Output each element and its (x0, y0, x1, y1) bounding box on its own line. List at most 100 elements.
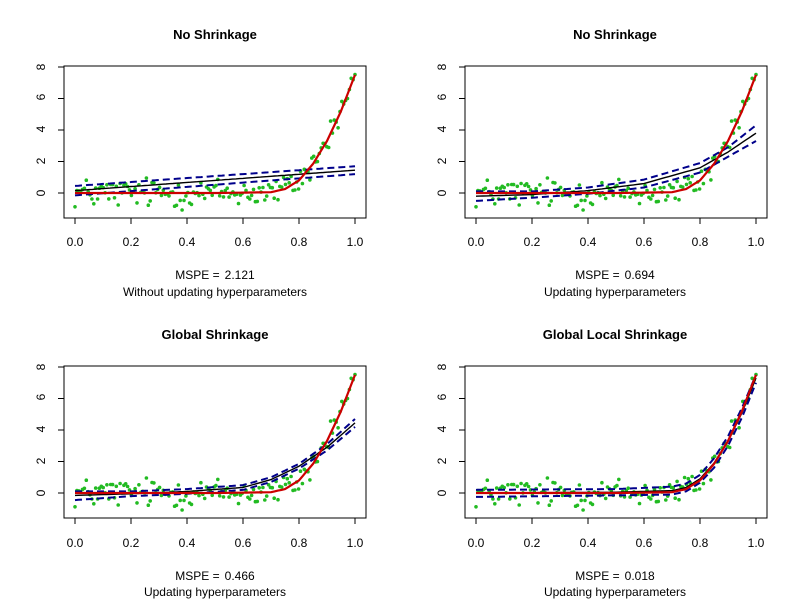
credible-band-upper-line (74, 165, 356, 187)
panel-1-x-tick-label: 1.0 (347, 235, 364, 249)
observation-point (575, 503, 580, 508)
observation-point (485, 178, 490, 182)
observation-point (287, 481, 292, 485)
panel-1-mspe-value: 2.121 (225, 268, 255, 282)
observation-point (293, 488, 297, 492)
observation-point (255, 199, 260, 204)
observation-point (741, 99, 745, 104)
observation-point (549, 199, 553, 203)
panel-2-mspe-label: MSPE = (575, 268, 619, 282)
panel-4-plot-box (464, 365, 768, 519)
observation-point (664, 498, 668, 502)
observation-point (519, 181, 523, 186)
observation-point (517, 203, 521, 207)
observation-point (167, 194, 171, 198)
observation-point (579, 498, 583, 503)
panel-4-x-tick-label: 0.4 (580, 536, 597, 550)
observation-point (264, 194, 269, 198)
observation-point (84, 478, 89, 483)
observation-point (628, 195, 632, 199)
observation-point (225, 186, 229, 190)
observation-point (105, 483, 109, 487)
observation-point (227, 195, 231, 199)
panel-3-x-tick-label: 0.2 (123, 536, 140, 550)
observation-point (658, 186, 662, 190)
observation-point (174, 503, 179, 508)
observation-point (266, 183, 271, 187)
observation-point (491, 497, 495, 501)
observation-point (328, 119, 333, 123)
observation-point (590, 202, 595, 207)
observation-point (677, 497, 681, 502)
observation-point (526, 484, 531, 489)
observation-point (603, 196, 608, 201)
observation-point (336, 126, 340, 130)
panel-2-plot-box (464, 65, 768, 219)
panel-4-data-layer (459, 366, 758, 524)
observation-point (93, 486, 98, 490)
observation-point (257, 186, 262, 190)
posterior-mean-line (74, 169, 356, 192)
observation-point (326, 145, 331, 150)
observation-point (611, 193, 615, 198)
panel-3-y-tick-label: 4 (34, 425, 48, 432)
posterior-mean-line (476, 377, 757, 494)
observation-point (699, 469, 704, 474)
observation-point (656, 499, 661, 504)
observation-point (673, 196, 677, 200)
observation-point (251, 187, 256, 192)
panel-4-y-tick-label: 2 (435, 457, 449, 464)
observation-point (664, 198, 668, 202)
observation-point (547, 203, 552, 207)
observation-point (694, 188, 698, 192)
observation-point (649, 497, 653, 501)
panel-1-subtitle: Without updating hyperparameters (123, 285, 307, 299)
observation-point (217, 494, 222, 498)
observation-point (152, 181, 156, 185)
panel-1-y-tick-label: 8 (34, 63, 48, 70)
panel-2-mspe-value: 0.694 (625, 268, 655, 282)
observation-point (276, 197, 280, 202)
observation-point (244, 188, 248, 193)
observation-point (534, 186, 538, 191)
panel-3-mspe: MSPE = 0.466 (175, 569, 255, 583)
observation-point (92, 202, 96, 206)
panel-4-x-tick-label: 0.8 (692, 536, 709, 550)
observation-point (242, 183, 246, 188)
observation-point (202, 496, 207, 501)
observation-point (622, 195, 627, 199)
observation-point (737, 126, 741, 130)
panel-4-x-tick-label: 0.0 (468, 536, 485, 550)
panel-2-y-tick-label: 2 (435, 157, 449, 164)
observation-point (236, 501, 241, 506)
observation-point (144, 176, 149, 180)
panel-4-mspe: MSPE = 0.018 (575, 569, 655, 583)
observation-point (645, 188, 649, 193)
panel-2-x-tick-label: 0.8 (692, 235, 709, 249)
observation-point (618, 194, 623, 198)
observation-point (146, 503, 151, 508)
observation-points (73, 72, 357, 212)
observation-point (189, 502, 194, 507)
panel-1-x-tick-label: 0.6 (235, 235, 252, 249)
observation-point (123, 482, 128, 486)
panel-3: Global Shrinkage 0.0 0.2 0.4 0.6 0.8 1.0… (34, 327, 367, 599)
panel-4: Global Local Shrinkage 0.0 0.2 0.4 0.6 0… (435, 327, 768, 599)
observation-point (129, 193, 134, 198)
observation-point (511, 482, 516, 487)
panel-1-mspe: MSPE = 2.121 (175, 268, 255, 282)
observation-point (221, 495, 226, 499)
observation-point (737, 426, 741, 430)
panel-1-y-tick-label: 4 (34, 125, 48, 132)
observation-point (526, 184, 531, 189)
panel-1-x-tick-label: 0.4 (179, 235, 196, 249)
panel-2-y-tick-label: 8 (435, 63, 449, 70)
panel-4-x-tick-label: 0.6 (636, 536, 653, 550)
credible-band-upper-line (475, 374, 757, 491)
panel-3-x-tick-label: 0.6 (235, 536, 252, 550)
observation-point (617, 477, 621, 482)
observation-point (118, 481, 122, 486)
panel-3-subtitle: Updating hyperparameters (144, 585, 286, 599)
observation-point (583, 198, 587, 203)
